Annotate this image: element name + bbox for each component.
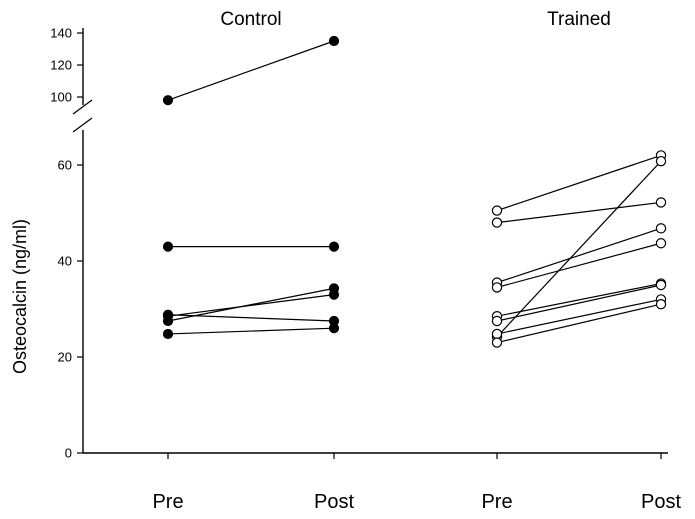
data-point: [328, 323, 340, 334]
series-line: [496, 227, 662, 284]
data-point: [655, 155, 667, 167]
data-point: [328, 35, 340, 47]
series-line: [496, 284, 662, 322]
y-tick-label: 100: [50, 90, 72, 105]
data-point: [491, 282, 503, 293]
y-tick-label: 120: [50, 58, 72, 73]
group-title: Control: [220, 9, 281, 30]
x-category-label: Post: [641, 491, 681, 513]
series-line: [496, 154, 662, 212]
data-point: [162, 311, 174, 322]
axis-break-mark: [72, 99, 93, 115]
y-tick-label: 60: [58, 158, 72, 173]
data-points: [162, 35, 667, 348]
series-line: [167, 287, 335, 322]
series-line: [496, 303, 662, 344]
series-line: [167, 40, 335, 101]
group-title: Trained: [547, 9, 611, 30]
data-point: [162, 241, 174, 252]
y-tick-label: 0: [65, 446, 72, 461]
y-tick-label: 20: [58, 350, 72, 365]
data-point: [491, 328, 503, 340]
data-point: [491, 315, 503, 327]
data-point: [491, 217, 503, 228]
chart-labels: 0 20 40 60 100 120 140 Pre Post Control Pre Post Tra…: [10, 9, 681, 513]
series-line: [496, 282, 662, 317]
series-line: [496, 160, 662, 338]
data-point: [491, 205, 503, 216]
x-category-label: Pre: [152, 491, 183, 513]
x-category-label: Post: [314, 491, 354, 513]
data-point: [655, 279, 667, 291]
series-line: [496, 201, 662, 224]
data-point: [328, 289, 340, 300]
y-tick-label: 40: [58, 254, 72, 269]
x-category-label: Pre: [481, 491, 512, 513]
y-tick-label: 140: [50, 26, 72, 41]
data-point: [655, 238, 667, 249]
data-point: [655, 223, 667, 234]
data-point: [491, 337, 503, 348]
series-line: [167, 327, 335, 335]
y-axis-title: Osteocalcin (ng/ml): [10, 219, 30, 374]
data-point: [328, 241, 340, 252]
axes: [72, 28, 668, 459]
series-lines: [167, 40, 662, 344]
axis-break-mark: [72, 117, 93, 133]
data-point: [655, 299, 667, 310]
data-point: [162, 328, 174, 340]
data-point: [655, 197, 667, 208]
data-point: [162, 95, 174, 106]
series-line: [496, 298, 662, 335]
series-line: [496, 242, 662, 288]
series-line: [167, 294, 335, 317]
